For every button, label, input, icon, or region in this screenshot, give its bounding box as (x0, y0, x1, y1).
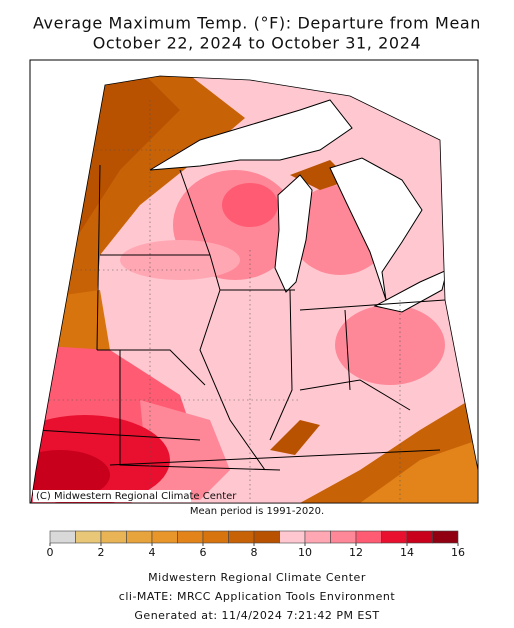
legend-tick-label: 14 (400, 546, 414, 559)
legend-cell (279, 530, 306, 544)
legend-tick-label: 2 (98, 546, 105, 559)
credit: (C) Midwestern Regional Climate Center (36, 491, 237, 502)
footer-line: Midwestern Regional Climate Center (148, 571, 366, 584)
legend-cell (330, 530, 357, 544)
legend: 0 2 4 6 8 10 12 14 16 (47, 530, 465, 559)
legend-tick-label: 16 (451, 546, 465, 559)
legend-tick-label: 0 (47, 546, 54, 559)
map: (C) Midwestern Regional Climate Center (29, 59, 479, 504)
legend-cell (49, 530, 76, 544)
legend-cell (100, 530, 127, 544)
legend-cell (177, 530, 204, 544)
map-fields (31, 76, 478, 503)
title-line: Average Maximum Temp. (°F): Departure fr… (33, 14, 481, 33)
credit-box (33, 490, 191, 502)
title-line: October 22, 2024 to October 31, 2024 (93, 34, 422, 53)
legend-cell (355, 530, 382, 544)
footer-line: cli-MATE: MRCC Application Tools Environ… (119, 590, 396, 603)
legend-cell (151, 530, 178, 544)
legend-tick-label: 4 (149, 546, 156, 559)
mean-note: Mean period is 1991-2020. (190, 506, 324, 517)
legend-tick-label: 8 (251, 546, 258, 559)
legend-tick-label: 6 (200, 546, 207, 559)
legend-cell (381, 530, 408, 544)
legend-cell (126, 530, 153, 544)
legend-tick-label: 12 (349, 546, 363, 559)
legend-cell (432, 530, 459, 544)
legend-tick-label: 10 (298, 546, 312, 559)
legend-cell (202, 530, 229, 544)
legend-cell (406, 530, 433, 544)
legend-cell (304, 530, 331, 544)
legend-cell (253, 530, 280, 544)
legend-cell (75, 530, 102, 544)
legend-cell (228, 530, 255, 544)
footer-line: Generated at: 11/4/2024 7:21:42 PM EST (134, 609, 379, 622)
